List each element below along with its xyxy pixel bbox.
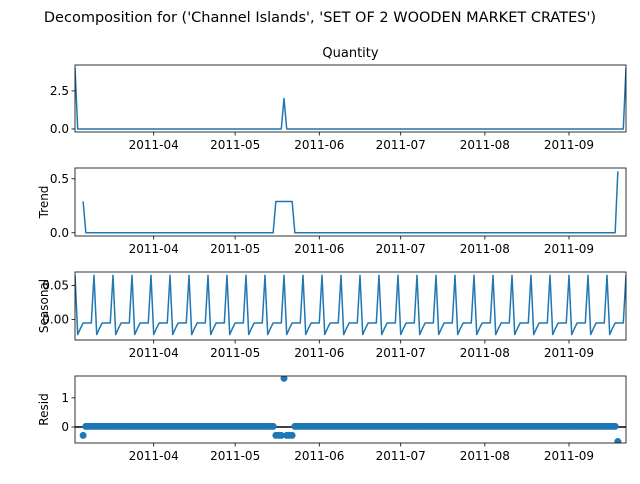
series-line <box>75 274 626 336</box>
x-tick-label: 2011-07 <box>376 138 426 152</box>
x-tick-label: 2011-08 <box>460 449 510 463</box>
y-tick-label: 0.5 <box>50 172 69 186</box>
x-tick-label: 2011-09 <box>544 449 594 463</box>
resid-point <box>277 431 285 439</box>
axes-frame <box>74 271 627 341</box>
resid-point <box>79 431 87 439</box>
axes-frame <box>74 375 627 444</box>
y-tick-label: 1 <box>61 391 69 405</box>
axes-frame <box>74 64 627 133</box>
y-axis-label: Trend <box>37 186 51 220</box>
resid-point <box>611 422 619 430</box>
x-tick-label: 2011-08 <box>460 242 510 256</box>
x-tick-label: 2011-04 <box>129 346 179 360</box>
plot-area <box>75 376 626 443</box>
x-tick-label: 2011-06 <box>294 449 344 463</box>
y-tick-label: 0 <box>61 420 69 434</box>
resid-point <box>614 438 622 443</box>
x-tick-label: 2011-06 <box>294 138 344 152</box>
series-line <box>82 171 619 234</box>
x-tick-label: 2011-07 <box>376 346 426 360</box>
y-tick-label: 0.0 <box>50 122 69 136</box>
y-tick-label: 2.5 <box>50 84 69 98</box>
plot-area <box>75 68 626 130</box>
x-tick-label: 2011-05 <box>210 449 260 463</box>
x-tick-label: 2011-07 <box>376 242 426 256</box>
y-tick-label: 0.0 <box>50 226 69 240</box>
x-tick-label: 2011-05 <box>210 346 260 360</box>
resid-point <box>288 431 296 439</box>
panel-quantity: Quantity 0.0 2.5 2011-04 2011-05 2011-06 2011-… <box>50 46 627 152</box>
x-tick-label: 2011-05 <box>210 242 260 256</box>
x-tick-label: 2011-04 <box>129 138 179 152</box>
plot-area <box>75 274 626 336</box>
x-tick-label: 2011-04 <box>129 449 179 463</box>
axes-frame <box>74 167 627 237</box>
panels: Quantity 0.0 2.5 2011-04 2011-05 2011-06 2011-… <box>37 46 627 463</box>
x-tick-label: 2011-09 <box>544 242 594 256</box>
x-tick-label: 2011-07 <box>376 449 426 463</box>
x-tick-label: 2011-09 <box>544 138 594 152</box>
x-tick-label: 2011-09 <box>544 346 594 360</box>
figure-title: Decomposition for ('Channel Islands', 'S… <box>44 10 596 26</box>
x-tick-label: 2011-06 <box>294 242 344 256</box>
y-axis-label: Resid <box>37 393 51 425</box>
panel-title: Quantity <box>322 46 378 61</box>
x-tick-label: 2011-04 <box>129 242 179 256</box>
resid-point <box>280 376 288 382</box>
plot-area <box>82 171 619 234</box>
y-tick-label: 0.00 <box>42 313 69 327</box>
series-line <box>75 68 626 130</box>
x-tick-label: 2011-05 <box>210 138 260 152</box>
y-tick-label: 0.05 <box>42 279 69 293</box>
y-axis-label: Seasonal <box>37 279 51 333</box>
x-tick-label: 2011-08 <box>460 138 510 152</box>
panel-trend: Trend 0.0 0.5 2011-04 2011-05 2011-06 2011-07 2… <box>37 167 627 256</box>
panel-resid: Resid 0 1 2011-04 2011-05 2011-06 2011-07 2011-… <box>37 375 627 463</box>
x-tick-label: 2011-08 <box>460 346 510 360</box>
resid-point <box>269 422 277 430</box>
x-tick-label: 2011-06 <box>294 346 344 360</box>
